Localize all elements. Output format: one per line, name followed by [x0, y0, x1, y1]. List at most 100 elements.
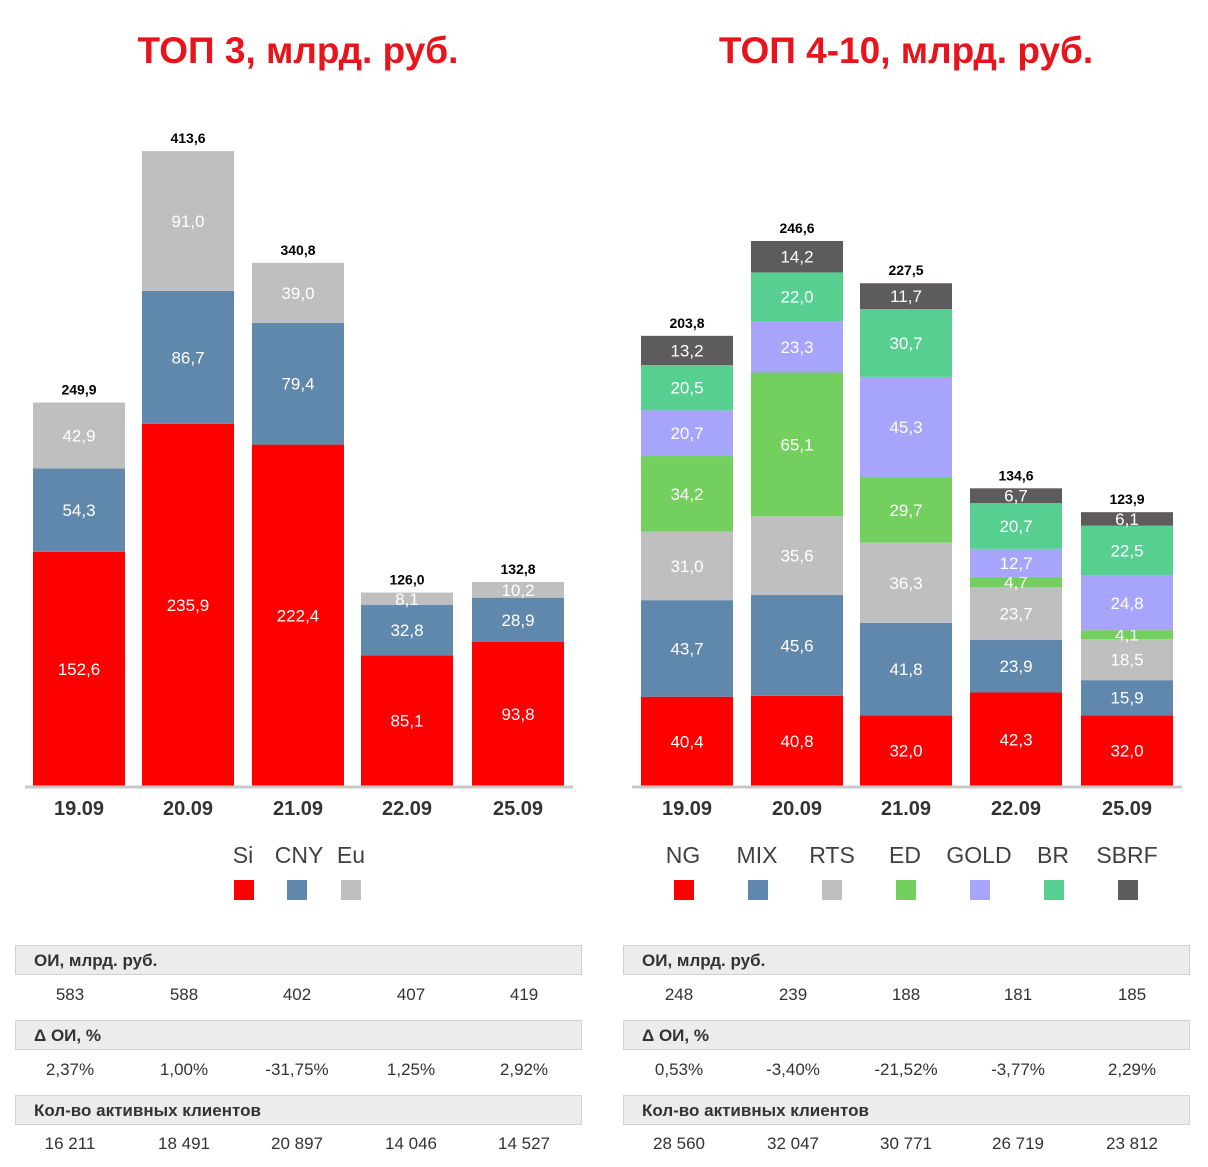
bar-segment-sbrf-2: [860, 283, 952, 310]
bar-segment-gold-1: [751, 321, 843, 373]
total-label-4: 132,8: [500, 561, 535, 577]
table-cell: 2,29%: [1107, 1060, 1157, 1079]
bar-segment-gold-3: [970, 548, 1062, 577]
bar-segment-cny-2: [252, 322, 344, 445]
legend-label-ed: ED: [889, 842, 921, 868]
data-label-si-2: 222,4: [277, 606, 320, 625]
data-label-rts-4: 18,5: [1110, 651, 1143, 670]
bar-segment-rts-1: [751, 516, 843, 596]
bar-segment-cny-3: [361, 605, 453, 656]
bar-segment-si-4: [472, 642, 564, 786]
table-cell: 188: [891, 985, 921, 1004]
bar-segment-sbrf-1: [751, 241, 843, 273]
bar-segment-eu-3: [361, 592, 453, 606]
data-label-gold-4: 24,8: [1110, 594, 1143, 613]
bar-segment-gold-2: [860, 376, 952, 478]
data-label-si-1: 235,9: [167, 596, 210, 615]
bar-segment-eu-2: [252, 262, 344, 323]
data-label-cny-1: 86,7: [171, 348, 204, 367]
data-label-ng-4: 32,0: [1110, 742, 1143, 761]
legend-label-mix: MIX: [736, 842, 778, 868]
bar-segment-gold-0: [641, 410, 733, 457]
data-label-br-0: 20,5: [670, 379, 703, 398]
data-label-cny-3: 32,8: [390, 621, 423, 640]
bar-segment-eu-0: [33, 402, 125, 469]
table-cell: -31,75%: [265, 1060, 329, 1079]
bar-segment-ng-2: [860, 715, 952, 786]
legend-label-br: BR: [1037, 842, 1069, 868]
data-label-rts-2: 36,3: [889, 574, 922, 593]
x-tick-label-2: 21.09: [881, 798, 931, 820]
data-label-sbrf-3: 6,7: [1004, 487, 1028, 506]
legend-label-gold: GOLD: [946, 842, 1012, 868]
total-label-4: 123,9: [1109, 491, 1144, 507]
data-label-br-4: 22,5: [1110, 542, 1143, 561]
legend-swatch-cny: [287, 880, 307, 900]
data-label-rts-3: 23,7: [999, 605, 1032, 624]
bar-segment-cny-0: [33, 468, 125, 552]
bar-segment-ed-2: [860, 477, 952, 543]
total-label-0: 249,9: [61, 382, 96, 398]
table-cell: 14 527: [498, 1134, 550, 1153]
table-cell: 2,37%: [45, 1060, 95, 1079]
data-label-sbrf-1: 14,2: [780, 248, 813, 267]
table-row-header: Кол-во активных клиентов: [623, 1095, 1190, 1125]
x-tick-label-4: 25.09: [493, 798, 543, 820]
data-label-ng-0: 40,4: [670, 732, 703, 751]
bar-segment-cny-1: [142, 290, 234, 424]
total-label-3: 134,6: [998, 467, 1033, 483]
data-label-ed-1: 65,1: [780, 435, 813, 454]
data-label-sbrf-4: 6,1: [1115, 510, 1139, 529]
table-cell: 23 812: [1106, 1134, 1158, 1153]
x-tick-label-1: 20.09: [163, 798, 213, 820]
data-label-gold-0: 20,7: [670, 424, 703, 443]
data-label-cny-4: 28,9: [501, 611, 534, 630]
data-label-mix-0: 43,7: [670, 639, 703, 658]
table-cell: 588: [169, 985, 199, 1004]
table-cell: 419: [509, 985, 539, 1004]
table-row-header: ОИ, млрд. руб.: [623, 945, 1190, 975]
bar-segment-br-1: [751, 272, 843, 322]
bar-segment-mix-2: [860, 622, 952, 716]
x-tick-label-4: 25.09: [1102, 798, 1152, 820]
data-label-ng-1: 40,8: [780, 732, 813, 751]
top4-10-stacked-bar-chart: 40,4 43,7 31,0 34,2 20,7 20,5 13,2 203,8 19.09 40…: [632, 220, 1182, 820]
legend-label-sbrf: SBRF: [1096, 842, 1158, 868]
bar-segment-ed-1: [751, 372, 843, 517]
bar-segment-ng-4: [1081, 715, 1173, 786]
table-cell: -21,52%: [874, 1060, 938, 1079]
data-label-si-0: 152,6: [58, 660, 101, 679]
bar-segment-si-1: [142, 423, 234, 786]
total-label-2: 227,5: [888, 262, 923, 278]
bar-segment-mix-3: [970, 639, 1062, 693]
legend-swatch-sbrf: [1118, 880, 1138, 900]
x-tick-label-1: 20.09: [772, 798, 822, 820]
legend-label-si: Si: [232, 842, 254, 868]
x-tick-label-0: 19.09: [662, 798, 712, 820]
bar-segment-sbrf-3: [970, 488, 1062, 504]
legend-label-eu: Eu: [336, 842, 366, 868]
bar-segment-br-4: [1081, 525, 1173, 576]
table-cell: 2,92%: [499, 1060, 549, 1079]
bar-segment-rts-2: [860, 542, 952, 623]
table-row-header: Кол-во активных клиентов: [15, 1095, 582, 1125]
data-label-ng-3: 42,3: [999, 730, 1032, 749]
legend-swatch-si: [234, 880, 254, 900]
table-cell: 20 897: [271, 1134, 323, 1153]
data-label-gold-2: 45,3: [889, 418, 922, 437]
total-label-2: 340,8: [280, 242, 315, 258]
table-cell: 14 046: [385, 1134, 437, 1153]
legend-swatch-ed: [896, 880, 916, 900]
data-label-ed-0: 34,2: [670, 485, 703, 504]
bar-segment-rts-4: [1081, 639, 1173, 681]
legend-swatch-mix: [748, 880, 768, 900]
bar-segment-br-0: [641, 364, 733, 411]
table-cell: 407: [396, 985, 426, 1004]
legend-swatch-ng: [674, 880, 694, 900]
data-label-ng-2: 32,0: [889, 742, 922, 761]
total-label-1: 246,6: [779, 220, 814, 236]
bar-segment-mix-4: [1081, 680, 1173, 716]
data-label-ed-4: 4,1: [1115, 626, 1139, 645]
legend-swatch-rts: [822, 880, 842, 900]
table-cell: 185: [1117, 985, 1147, 1004]
